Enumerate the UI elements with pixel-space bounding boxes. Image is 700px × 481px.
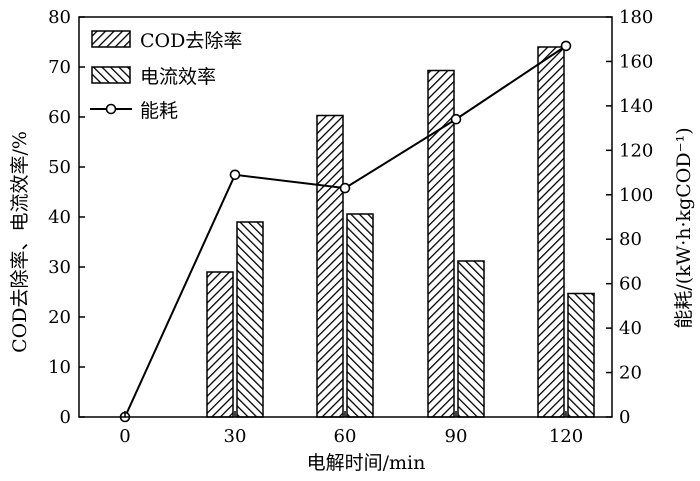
y-left-tick-label: 50: [48, 157, 71, 178]
bar-cod-removal-120: [537, 46, 565, 418]
y-right-tick-label: 120: [619, 140, 653, 161]
y-left-tick-label: 10: [48, 357, 71, 378]
y-right-tick-label: 60: [619, 274, 642, 295]
y-left-tick-label: 30: [48, 257, 71, 278]
legend-label-cod-removal: COD去除率: [140, 30, 242, 52]
energy-point-30: [229, 169, 241, 181]
legend-swatch-cod-removal: [91, 30, 131, 48]
y-right-tick-label: 40: [619, 318, 642, 339]
y-right-tick-label: 80: [619, 229, 642, 250]
x-tick-label: 30: [224, 426, 247, 447]
y-right-tick-label: 140: [619, 96, 653, 117]
x-tick-label: 0: [119, 426, 130, 447]
y-axis-title-right: 能耗/(kW·h·kgCOD⁻¹): [673, 127, 695, 328]
y-left-tick-label: 80: [48, 7, 71, 28]
y-right-tick-label: 180: [619, 7, 653, 28]
y-left-tick-label: 70: [48, 57, 71, 78]
axes-layer: 0 10 20 30 40 50 60 70 80 0 20 40 60 80 100 120 140 160 18…: [48, 7, 653, 447]
bar-current-efficiency-90: [457, 260, 485, 418]
bar-cod-removal-30: [206, 271, 234, 418]
y-left-tick-label: 40: [48, 207, 71, 228]
energy-point-90: [450, 113, 462, 125]
legend-marker-energy: [105, 103, 117, 115]
x-axis-title: 电解时间/min: [307, 452, 426, 474]
bars-layer: [206, 46, 595, 418]
bar-current-efficiency-120: [567, 292, 595, 418]
y-left-tick-label: 60: [48, 107, 71, 128]
legend: COD去除率 电流效率 能耗: [90, 30, 242, 122]
x-tick-label: 90: [445, 426, 468, 447]
bar-current-efficiency-60: [346, 213, 374, 418]
x-tick-label: 60: [334, 426, 357, 447]
energy-point-60: [339, 182, 351, 194]
energy-line: [124, 45, 567, 418]
energy-point-120: [560, 40, 572, 52]
y-right-tick-label: 20: [619, 363, 642, 384]
x-tick-label: 120: [549, 426, 583, 447]
y-left-tick-label: 20: [48, 307, 71, 328]
y-axis-title-left: COD去除率、电流效率/%: [9, 131, 31, 353]
legend-label-energy: 能耗: [140, 100, 178, 122]
energy-line-layer: [119, 40, 572, 423]
y-left-tick-label: 0: [60, 407, 71, 428]
legend-label-current-efficiency: 电流效率: [140, 66, 216, 88]
y-right-tick-label: 160: [619, 51, 653, 72]
y-right-tick-label: 100: [619, 185, 653, 206]
y-right-tick-label: 0: [619, 407, 630, 428]
bar-current-efficiency-30: [236, 221, 264, 418]
bar-cod-removal-60: [316, 114, 344, 418]
legend-swatch-current-efficiency: [91, 66, 131, 84]
